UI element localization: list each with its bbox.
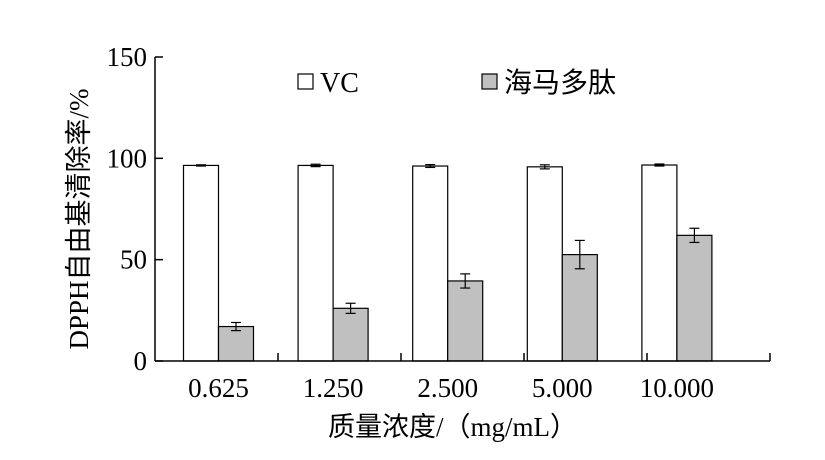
y-tick-label: 0	[134, 346, 148, 376]
bar-seahorse-peptide	[447, 280, 484, 362]
bar-vc	[641, 164, 678, 362]
bar-vc	[182, 164, 220, 362]
x-tick-label: 10.000	[640, 373, 714, 403]
y-tick-label: 50	[120, 245, 147, 275]
x-tick-label: 0.625	[188, 373, 249, 403]
legend-label-vc: VC	[320, 68, 359, 99]
y-tick-label: 150	[107, 42, 148, 72]
legend-swatch-seahorse-peptide	[481, 73, 498, 90]
x-tick-label: 1.250	[303, 373, 364, 403]
axes-layer	[154, 57, 770, 362]
bar-seahorse-peptide	[332, 307, 369, 362]
bar-vc	[412, 165, 449, 362]
ticks-layer: 0 50 100 150 0.625 1.250 2.500 5.000 10.000	[107, 42, 771, 403]
legend-label-seahorse-peptide: 海马多肽	[504, 67, 616, 99]
bars-layer	[182, 163, 713, 362]
x-tick-label: 2.500	[417, 373, 478, 403]
legend: VC 海马多肽	[297, 67, 616, 99]
bar-seahorse-peptide	[561, 254, 598, 362]
legend-swatch-vc	[297, 73, 314, 90]
y-axis-title: DPPH自由基清除率/%	[64, 88, 94, 349]
bar-vc	[297, 164, 334, 362]
bar-seahorse-peptide	[217, 325, 255, 362]
y-tick-label: 100	[107, 143, 148, 173]
x-axis-title: 质量浓度/（mg/mL）	[328, 412, 577, 442]
bar-seahorse-peptide	[676, 234, 713, 362]
x-tick-label: 5.000	[532, 373, 593, 403]
bar-vc	[526, 166, 563, 362]
